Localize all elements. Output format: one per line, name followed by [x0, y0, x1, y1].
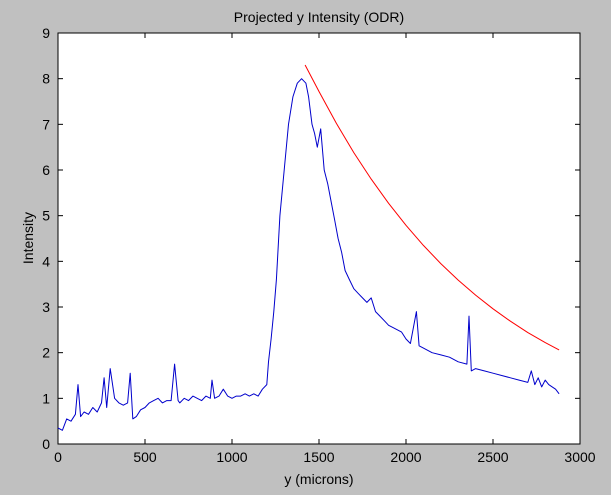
y-tick-label: 7 — [42, 116, 50, 132]
x-axis-label: y (microns) — [284, 471, 353, 487]
series-layer — [57, 64, 560, 431]
y-tick-label: 2 — [42, 345, 50, 361]
y-tick-label: 9 — [42, 25, 50, 41]
x-tick-label: 3000 — [564, 449, 595, 465]
x-tick-label: 500 — [133, 449, 157, 465]
y-tick-label: 0 — [42, 436, 50, 452]
x-tick-label: 2000 — [390, 449, 421, 465]
x-tick-label: 1500 — [303, 449, 334, 465]
series-line-1 — [57, 78, 560, 431]
y-tick-label: 5 — [42, 208, 50, 224]
y-tick-label: 1 — [42, 390, 50, 406]
axis-ticks: 0 500 1000 1500 2000 2500 3000 0 1 2 3 4 5 6 7 8 9 — [42, 25, 596, 465]
chart-title: Projected y Intensity (ODR) — [234, 9, 404, 25]
y-tick-label: 6 — [42, 162, 50, 178]
x-tick-label: 0 — [54, 449, 62, 465]
series-line-2 — [304, 64, 560, 351]
y-tick-label: 4 — [42, 253, 50, 269]
y-tick-label: 3 — [42, 299, 50, 315]
plot-area — [57, 32, 581, 445]
x-tick-label: 2500 — [477, 449, 508, 465]
y-tick-label: 8 — [42, 71, 50, 87]
x-tick-label: 1000 — [216, 449, 247, 465]
y-axis-label: Intensity — [20, 212, 36, 264]
